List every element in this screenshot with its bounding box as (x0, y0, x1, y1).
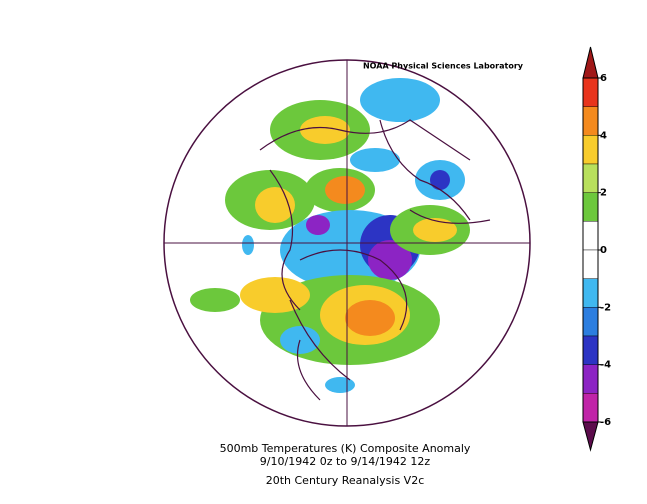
colorbar-segment (582, 77, 599, 107)
colorbar-segment (582, 364, 599, 394)
colorbar-tick-label: -2 (600, 302, 611, 313)
colorbar-segment (582, 393, 599, 423)
colorbar-segment (582, 135, 599, 165)
colorbar-over (582, 46, 599, 79)
colorbar-segment (582, 163, 599, 193)
caption: 9/10/1942 0z to 9/14/1942 12z (260, 455, 431, 468)
colorbar-tick-label: 6 (600, 73, 607, 84)
colorbar-segment (582, 221, 599, 251)
colorbar-segment (582, 335, 599, 365)
colorbar-segment (582, 192, 599, 222)
colorbar-segment (582, 106, 599, 136)
colorbar-under (582, 421, 599, 452)
colorbar-tick-label: 4 (600, 130, 607, 141)
colorbar-tick-label: 0 (600, 245, 607, 256)
caption: 500mb Temperatures (K) Composite Anomaly (220, 442, 471, 455)
colorbar-segment (582, 249, 599, 279)
caption: 20th Century Reanalysis V2c (266, 474, 425, 487)
colorbar-tick-label: -4 (600, 360, 611, 371)
colorbar-tick-label: 2 (600, 188, 607, 199)
colorbar-segment (582, 307, 599, 337)
anomaly-field (190, 78, 491, 401)
colorbar: 6 4 2 0 -2 -4 -6 (582, 46, 611, 452)
credit: NOAA Physical Sciences Laboratory (363, 62, 524, 71)
colorbar-segment (582, 278, 599, 308)
colorbar-tick-label: -6 (600, 417, 611, 428)
